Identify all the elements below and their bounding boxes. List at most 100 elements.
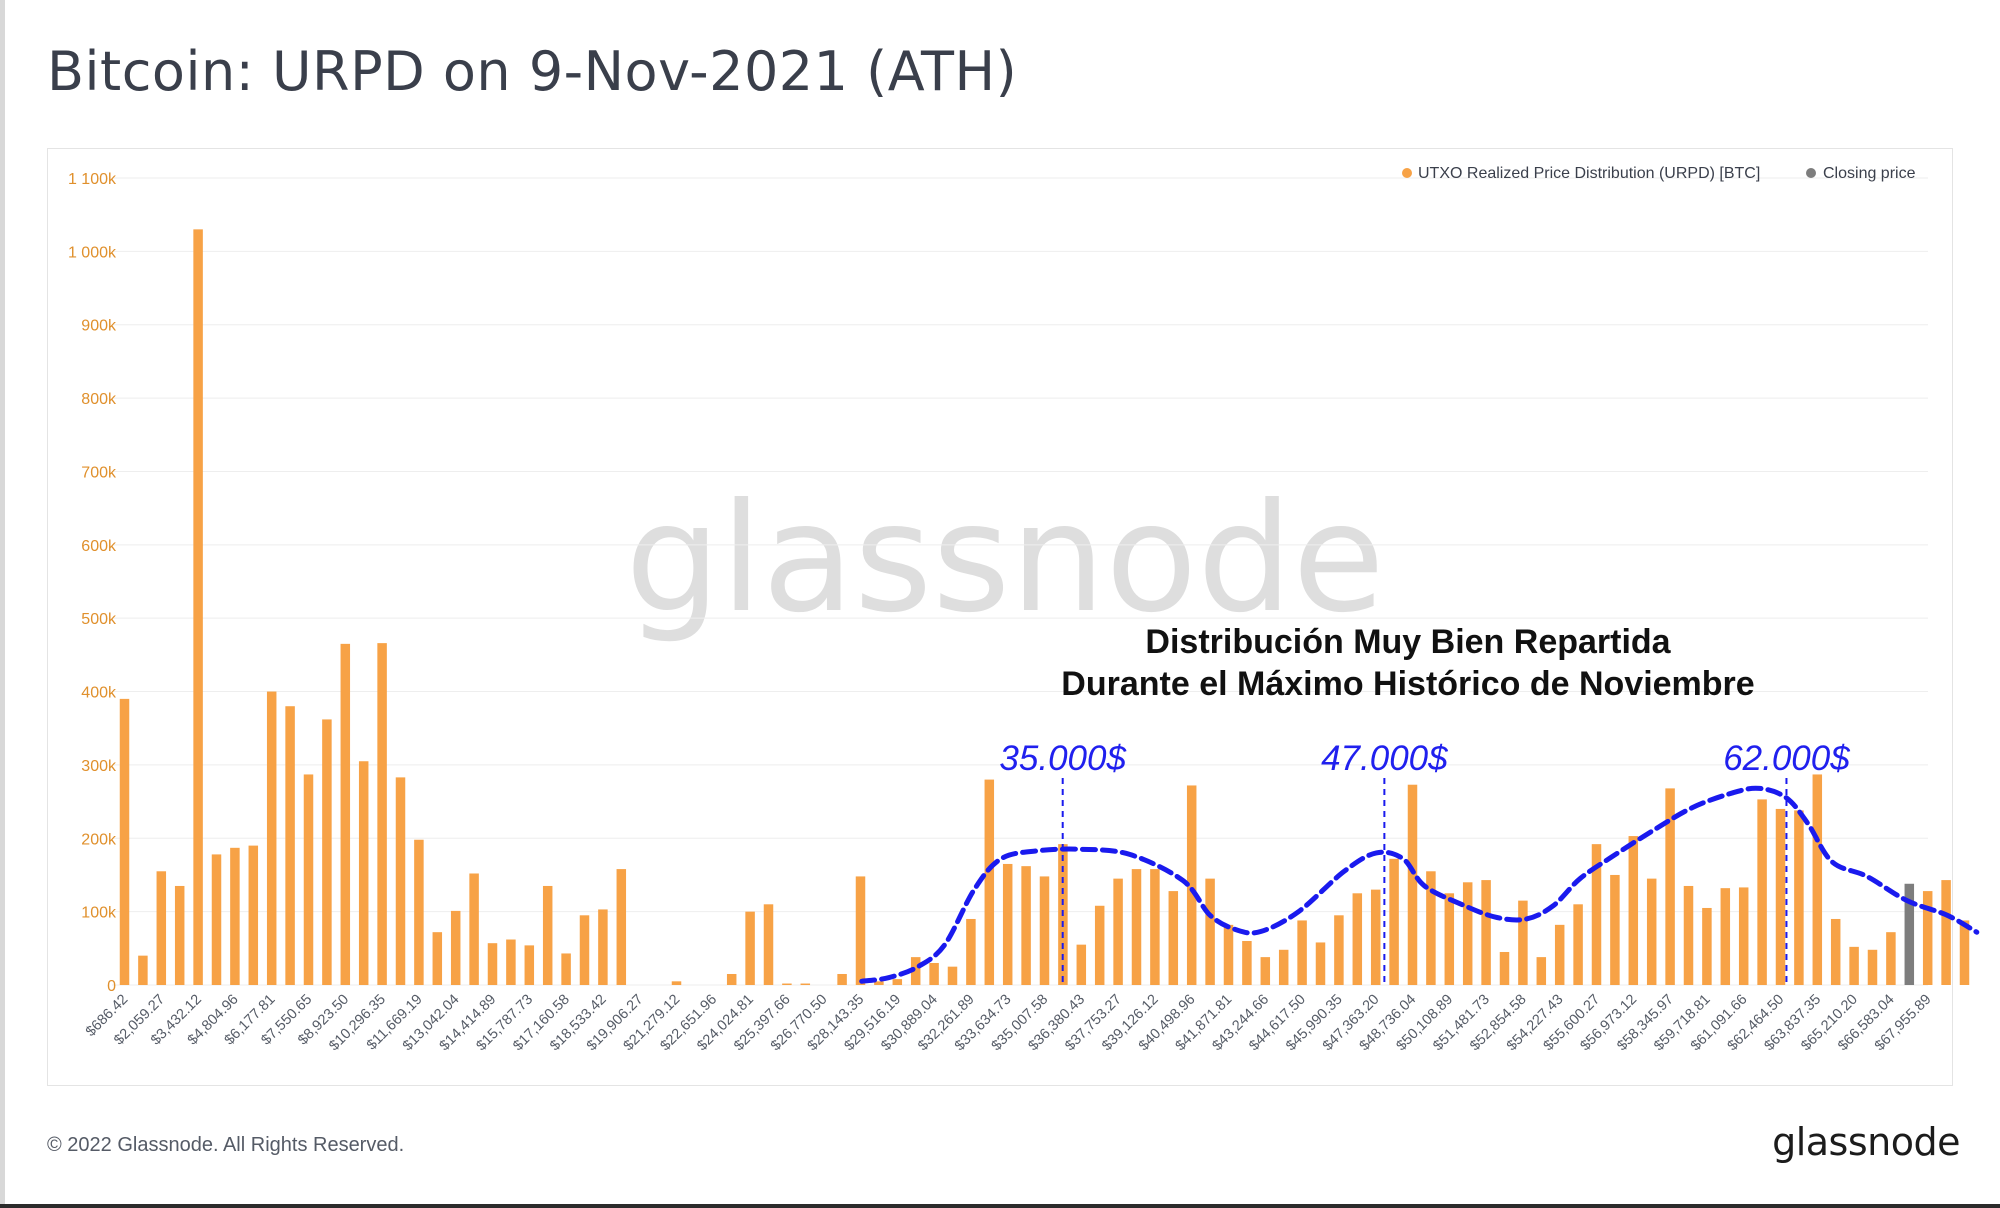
bar: [542, 885, 553, 985]
bar: [506, 939, 516, 985]
bar: [855, 876, 866, 985]
y-tick-label: 1 100k: [68, 171, 117, 188]
bar: [193, 229, 203, 985]
legend-marker-closing: [1806, 168, 1816, 178]
bar: [1002, 863, 1013, 985]
bar: [561, 953, 571, 985]
bar: [450, 910, 461, 985]
bar: [1021, 866, 1031, 985]
annotations: Distribución Muy Bien Repartida Durante e…: [859, 623, 1980, 985]
bar: [303, 774, 314, 985]
bar: [947, 966, 958, 985]
bar: [1683, 885, 1694, 985]
bar: [1812, 774, 1823, 985]
peak-label: 35.000$: [999, 739, 1126, 778]
bar: [1518, 900, 1528, 985]
bar: [1462, 882, 1473, 985]
bottom-edge: [0, 1204, 2000, 1208]
distribution-curve: [859, 785, 1980, 984]
legend-marker-urpd: [1402, 168, 1412, 178]
bar: [616, 869, 627, 985]
bar: [1591, 844, 1602, 985]
bar: [248, 845, 259, 985]
bars: [119, 229, 1970, 985]
y-tick-label: 1 000k: [68, 244, 117, 261]
bar: [1150, 869, 1160, 985]
bar: [119, 698, 130, 985]
y-tick-label: 100k: [81, 905, 117, 922]
bar: [377, 643, 387, 985]
bar: [1959, 920, 1970, 985]
bar: [1278, 949, 1289, 985]
bar: [1702, 907, 1712, 985]
bar: [1867, 949, 1878, 985]
bar: [1665, 788, 1675, 985]
gridlines: [112, 177, 1928, 986]
bar: [1370, 889, 1381, 985]
y-tick-label: 500k: [81, 611, 117, 628]
bar: [1886, 932, 1896, 985]
bar: [1573, 904, 1583, 985]
bar: [1076, 944, 1087, 985]
bar: [1186, 785, 1197, 985]
bar: [230, 847, 240, 985]
closing-price-bar: [1904, 883, 1915, 985]
bar: [487, 943, 498, 985]
bar: [1389, 858, 1399, 985]
bar: [1168, 891, 1179, 985]
bar: [1242, 940, 1252, 985]
bar: [910, 957, 921, 985]
y-tick-label: 0: [107, 978, 116, 995]
bar: [1352, 893, 1363, 985]
bar: [1481, 880, 1491, 985]
y-tick-label: 400k: [81, 685, 117, 702]
bar: [1849, 946, 1859, 985]
bar: [800, 983, 811, 985]
bar: [1223, 924, 1234, 985]
bar: [1094, 905, 1105, 985]
bar: [1646, 878, 1657, 985]
bar: [1131, 869, 1142, 985]
bar: [266, 691, 277, 985]
copyright: © 2022 Glassnode. All Rights Reserved.: [47, 1134, 405, 1156]
bar: [671, 981, 682, 985]
bar: [1315, 942, 1326, 985]
bar: [414, 839, 424, 985]
bar: [322, 719, 332, 985]
bar: [1628, 836, 1639, 985]
bar: [174, 885, 185, 985]
bar: [598, 909, 608, 985]
y-axis: 0 100k 200k 300k 400k 500k 600k 700k 800k 900k 1 0…: [68, 171, 117, 995]
watermark: glassnode: [625, 472, 1384, 646]
glassnode-logo: glassnode: [1772, 1120, 1960, 1164]
bar: [285, 706, 295, 985]
y-tick-label: 300k: [81, 758, 117, 775]
annotation-headline: Durante el Máximo Histórico de Noviembre: [1061, 665, 1754, 703]
bar: [1407, 784, 1418, 985]
bar: [837, 973, 847, 985]
bar: [1738, 887, 1749, 985]
peak-label: 62.000$: [1723, 739, 1850, 778]
bar: [1297, 920, 1307, 985]
left-edge: [0, 0, 5, 1208]
bar: [1536, 957, 1547, 985]
y-tick-label: 700k: [81, 464, 117, 481]
chart-container: [47, 148, 1953, 1086]
y-tick-label: 900k: [81, 318, 117, 335]
bar: [1334, 915, 1344, 985]
annotation-headline: Distribución Muy Bien Repartida: [1145, 623, 1671, 661]
bar: [1499, 951, 1510, 985]
bar: [763, 904, 774, 985]
bar: [1941, 880, 1951, 985]
bar: [358, 761, 369, 985]
bar: [1039, 876, 1050, 985]
bar: [138, 955, 148, 985]
bar: [1426, 871, 1436, 985]
bar: [782, 983, 792, 985]
bar: [966, 918, 976, 985]
legend: UTXO Realized Price Distribution (URPD) …: [1402, 165, 1916, 182]
bar: [432, 932, 443, 985]
bar: [1720, 888, 1731, 985]
bar: [579, 915, 590, 985]
